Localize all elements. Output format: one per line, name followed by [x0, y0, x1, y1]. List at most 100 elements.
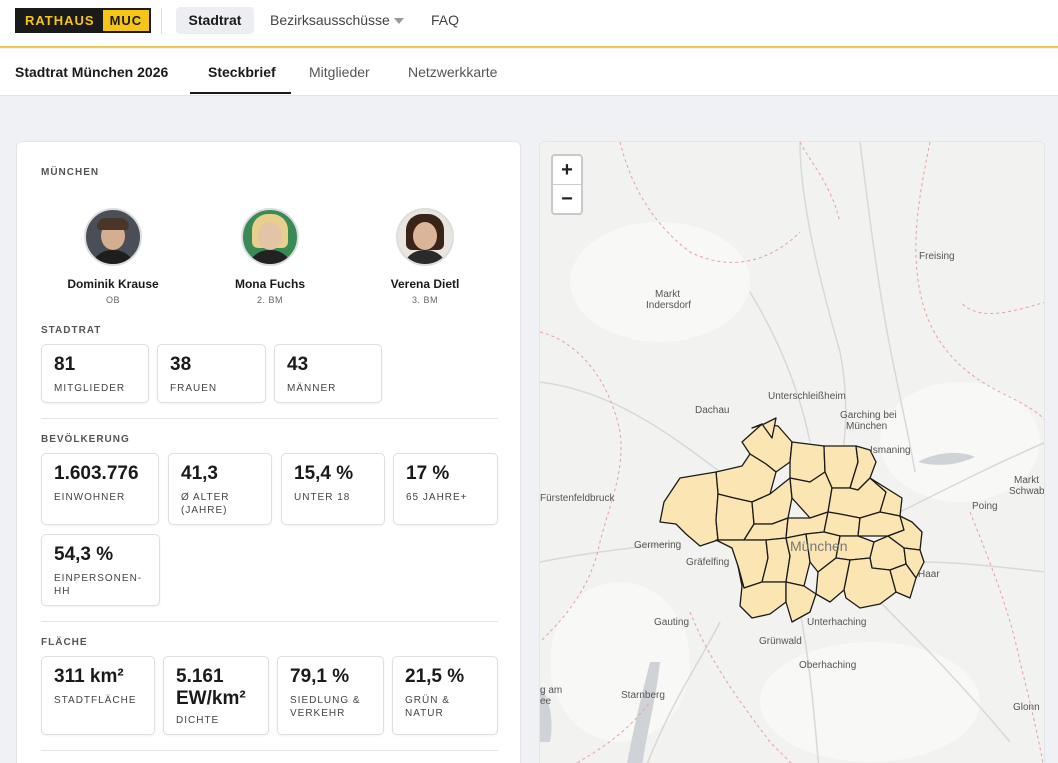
stat-label: MÄNNER: [287, 383, 337, 394]
district-shape: [751, 417, 777, 439]
stat-value: 43: [287, 354, 309, 375]
place-label: Germering: [634, 540, 682, 551]
zoom-in-button[interactable]: +: [553, 156, 581, 185]
stat-card-gruen-natur: 21,5 % GRÜN & NATUR: [392, 656, 498, 735]
stat-label: 65 JAHRE+: [406, 492, 468, 503]
place-label: Starnberg: [621, 690, 665, 701]
place-label: Gräfelfing: [686, 557, 730, 568]
person-card[interactable]: Dominik Krause OB: [43, 208, 183, 305]
stat-value: 81: [54, 354, 76, 375]
munich-districts: [659, 417, 925, 623]
stat-card-siedlung-verkehr: 79,1 % SIEDLUNG & VERKEHR: [277, 656, 384, 735]
person-card[interactable]: Verena Dietl 3. BM: [355, 208, 495, 305]
section-divider: [41, 418, 498, 419]
person-card[interactable]: Mona Fuchs 2. BM: [200, 208, 340, 305]
place-label: Gauting: [654, 617, 690, 628]
top-divider: [161, 8, 162, 34]
place-label: Oberhaching: [799, 660, 857, 671]
rathaus-muc-logo[interactable]: RATHAUS MUC: [15, 8, 152, 33]
place-label-muenchen: München: [790, 538, 848, 554]
person-name: Dominik Krause: [67, 277, 159, 291]
stat-label: MITGLIEDER: [54, 383, 126, 394]
stat-label: SIEDLUNG & VERKEHR: [290, 695, 361, 719]
logo-left-text: RATHAUS: [17, 10, 103, 31]
district-shape: [737, 565, 787, 619]
place-label: Unterhaching: [807, 617, 867, 628]
stat-label: FRAUEN: [170, 383, 218, 394]
nav-stadtrat[interactable]: Stadtrat: [176, 7, 254, 34]
place-label: Fürstenfeldbruck: [540, 493, 615, 504]
district-shape: [785, 581, 817, 623]
zoom-control: + −: [551, 154, 583, 215]
stat-value: 38: [170, 354, 192, 375]
stat-label: EINPERSONEN-HH: [54, 573, 143, 597]
tab-steckbrief[interactable]: Steckbrief: [208, 64, 276, 80]
sub-navigation: Stadtrat München 2026 Steckbrief Mitglie…: [0, 49, 1058, 96]
avatar: [396, 208, 454, 266]
place-label: Unterschleißheim: [768, 391, 846, 402]
tab-mitglieder[interactable]: Mitglieder: [309, 64, 370, 80]
place-label: Poing: [972, 501, 998, 512]
place-label: Ismaning: [870, 445, 911, 456]
stat-value: 1.603.776: [54, 463, 139, 484]
stat-value: 311 km²: [54, 666, 124, 687]
tab-netzwerkkarte[interactable]: Netzwerkkarte: [408, 64, 498, 80]
avatar: [84, 208, 142, 266]
district-shape: [889, 563, 917, 599]
nav-bezirksausschuesse-label: Bezirksausschüsse: [270, 12, 390, 28]
stat-value: 17 %: [406, 463, 450, 484]
stat-label: Ø ALTER (JAHRE): [181, 492, 230, 516]
place-label: ee: [540, 696, 552, 707]
place-label: Garching bei: [840, 410, 897, 421]
logo-right-text: MUC: [102, 10, 150, 31]
active-tab-indicator: [190, 92, 291, 94]
person-role: 2. BM: [256, 295, 283, 305]
city-profile-card: MÜNCHEN Dominik Krause OB Mona Fuchs 2. …: [16, 141, 521, 763]
section-divider: [41, 621, 498, 622]
stat-value: 15,4 %: [294, 463, 354, 484]
stat-value: 41,3: [181, 463, 218, 484]
stat-value: 5.161 EW/km²: [176, 666, 246, 709]
district-map[interactable]: + − Freising Markt Indersdorf Unterschle…: [539, 141, 1045, 763]
district-shape: [903, 547, 925, 579]
district-shape: [843, 557, 897, 609]
bevoelkerung-section-label: BEVÖLKERUNG: [41, 434, 130, 445]
person-name: Mona Fuchs: [234, 277, 305, 291]
place-label: Indersdorf: [646, 300, 692, 311]
flaeche-section-label: FLÄCHE: [41, 637, 88, 648]
place-label: Grünwald: [759, 636, 802, 647]
avatar: [241, 208, 299, 266]
place-label: Dachau: [695, 405, 730, 416]
lake-water: [540, 687, 552, 742]
stat-card-einwohner: 1.603.776 EINWOHNER: [41, 453, 159, 525]
person-role: 3. BM: [411, 295, 438, 305]
person-role: OB: [105, 295, 120, 305]
lake-water: [627, 662, 660, 763]
person-name: Verena Dietl: [390, 277, 460, 291]
stat-label: DICHTE: [176, 715, 220, 726]
place-label: Haar: [918, 569, 940, 580]
stat-label: UNTER 18: [294, 492, 351, 503]
stat-card-dichte: 5.161 EW/km² DICHTE: [163, 656, 269, 735]
page-title: Stadtrat München 2026: [15, 64, 169, 80]
stat-value: 79,1 %: [290, 666, 350, 687]
stat-label: EINWOHNER: [54, 492, 126, 503]
stat-card-unter18: 15,4 % UNTER 18: [281, 453, 385, 525]
place-label: Freising: [919, 251, 955, 262]
place-label: Markt: [655, 289, 680, 300]
stat-card-stadtflaeche: 311 km² STADTFLÄCHE: [41, 656, 155, 735]
lake-water: [918, 452, 975, 465]
stat-label: STADTFLÄCHE: [54, 695, 137, 706]
stat-value: 54,3 %: [54, 544, 114, 565]
stat-label: GRÜN & NATUR: [405, 695, 450, 719]
nav-faq[interactable]: FAQ: [431, 12, 460, 28]
place-label: Glonn: [1013, 702, 1040, 713]
admin-borders: [540, 142, 1044, 763]
chevron-down-icon: [393, 18, 404, 25]
nav-bezirksausschuesse[interactable]: Bezirksausschüsse: [270, 7, 404, 34]
zoom-out-button[interactable]: −: [561, 188, 573, 210]
stat-card-65plus: 17 % 65 JAHRE+: [393, 453, 498, 525]
map-canvas[interactable]: [540, 142, 1045, 763]
stat-card-frauen: 38 FRAUEN: [157, 344, 266, 403]
place-label: Schwabe: [1009, 486, 1045, 497]
